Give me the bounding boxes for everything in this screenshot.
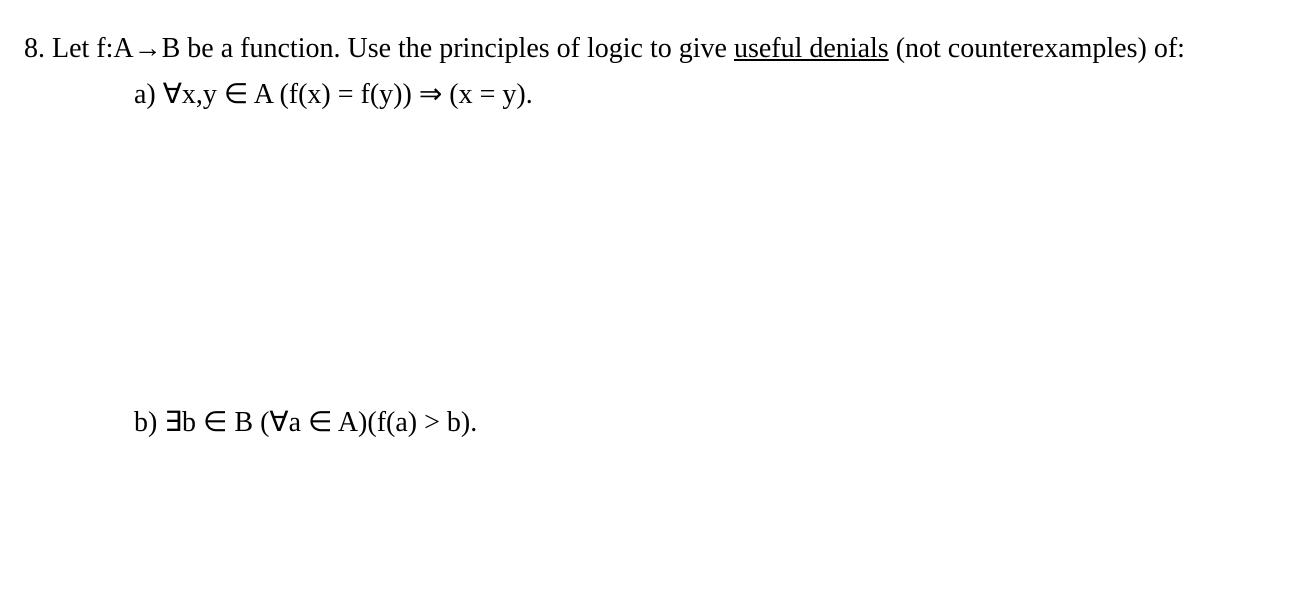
part-a-statement: ∀x,y ∈ A (f(x) = f(y)) ⇒ (x = y). — [163, 79, 533, 110]
problem-number: 8. — [24, 33, 45, 64]
underlined-phrase: useful denials — [734, 33, 889, 64]
part-b-statement: ∃b ∈ B (∀a ∈ A)(f(a) > b). — [164, 407, 477, 438]
part-b-label: b) — [134, 407, 164, 438]
subpart-a: a) ∀x,y ∈ A (f(x) = f(y)) ⇒ (x = y). — [24, 76, 1275, 114]
problem-intro: 8. Let f:A→B be a function. Use the prin… — [24, 30, 1275, 68]
intro-text-after: (not counterexamples) of: — [889, 33, 1185, 64]
intro-text-before: Let f:A→B be a function. Use the princip… — [52, 33, 734, 64]
part-a-label: a) — [134, 79, 163, 110]
subpart-b: b) ∃b ∈ B (∀a ∈ A)(f(a) > b). — [24, 404, 1275, 442]
